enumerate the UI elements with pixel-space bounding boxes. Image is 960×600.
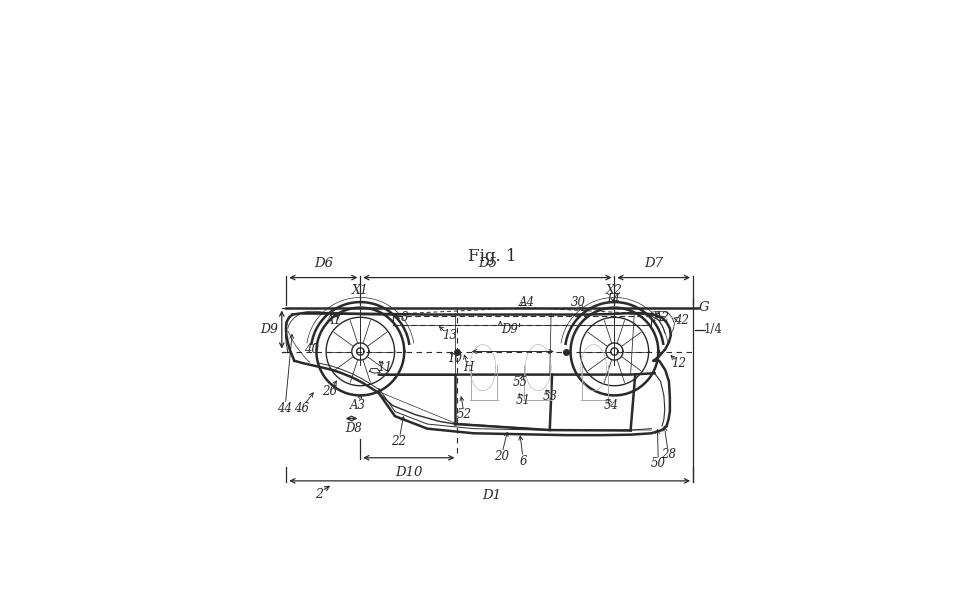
Text: 8: 8 (400, 311, 408, 324)
Text: X2: X2 (606, 284, 623, 298)
Text: D9: D9 (260, 323, 278, 336)
Text: Fig. 1: Fig. 1 (468, 248, 516, 265)
Text: 42: 42 (674, 314, 689, 327)
Text: 1/4: 1/4 (703, 323, 722, 336)
Text: 40: 40 (304, 343, 320, 356)
Text: 12: 12 (672, 358, 686, 370)
Text: D10: D10 (396, 466, 422, 479)
Text: 46: 46 (294, 402, 309, 415)
Text: 52: 52 (457, 409, 471, 421)
Text: 51: 51 (516, 394, 531, 407)
Text: A2: A2 (654, 311, 670, 324)
Text: 6: 6 (519, 455, 527, 467)
Text: 44: 44 (277, 402, 293, 415)
Text: X1: X1 (352, 284, 369, 298)
Text: D1: D1 (483, 489, 501, 502)
Text: 11: 11 (377, 361, 393, 374)
Text: 22: 22 (391, 435, 406, 448)
Text: A1: A1 (326, 314, 342, 327)
Text: 14: 14 (606, 293, 620, 306)
Text: 2: 2 (315, 488, 323, 501)
Text: 13: 13 (442, 329, 457, 342)
Text: D6: D6 (314, 257, 333, 270)
Text: 54: 54 (604, 399, 618, 412)
Text: D7: D7 (644, 257, 663, 270)
Text: 53: 53 (542, 390, 557, 403)
Text: G: G (699, 301, 709, 314)
Text: D9': D9' (501, 323, 521, 336)
Text: D5: D5 (478, 257, 497, 270)
Text: 55: 55 (514, 376, 528, 389)
Text: A4: A4 (518, 296, 535, 308)
Text: A3: A3 (350, 399, 366, 412)
Text: 20: 20 (493, 450, 509, 463)
Text: 28: 28 (661, 448, 676, 461)
Text: 10: 10 (447, 352, 463, 365)
Text: 30: 30 (571, 296, 587, 310)
Text: 50: 50 (651, 457, 666, 470)
Text: 26: 26 (322, 385, 337, 398)
Text: H: H (463, 361, 473, 374)
Text: D8: D8 (345, 422, 362, 435)
